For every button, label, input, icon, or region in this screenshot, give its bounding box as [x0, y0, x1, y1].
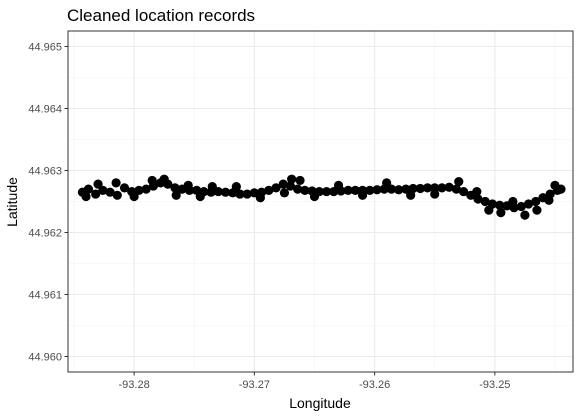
- data-point: [255, 193, 265, 203]
- x-tick-label: -93.27: [239, 379, 270, 391]
- data-point: [220, 187, 231, 197]
- data-point: [285, 181, 296, 191]
- data-point: [508, 196, 518, 207]
- data-point: [394, 185, 404, 195]
- data-point: [422, 183, 433, 193]
- data-point: [264, 185, 274, 195]
- data-point: [279, 188, 290, 198]
- data-point: [207, 182, 217, 192]
- data-point: [293, 184, 303, 194]
- data-point: [451, 184, 461, 194]
- data-point: [523, 199, 534, 209]
- x-axis-ticks: -93.28 -93.27 -93.26 -93.25: [119, 372, 510, 391]
- data-point: [520, 210, 530, 220]
- data-point: [343, 185, 353, 195]
- data-point: [516, 201, 526, 212]
- data-point: [321, 186, 332, 197]
- data-point: [382, 178, 392, 188]
- data-point: [98, 185, 108, 195]
- data-point: [287, 174, 297, 184]
- data-point: [333, 180, 344, 190]
- data-point: [300, 185, 310, 195]
- data-point: [119, 183, 130, 193]
- data-point: [231, 182, 241, 192]
- data-point: [83, 184, 94, 194]
- y-tick-label: 44.964: [28, 104, 62, 116]
- y-tick-label: 44.962: [28, 228, 62, 240]
- data-point: [473, 194, 483, 204]
- data-point: [235, 189, 245, 199]
- plot-panel-border: [67, 30, 574, 373]
- data-point: [183, 180, 193, 190]
- chart-title: Cleaned location records: [67, 6, 255, 25]
- data-point: [81, 191, 91, 202]
- data-point: [147, 175, 157, 186]
- data-point: [93, 179, 103, 189]
- data-point: [271, 183, 281, 193]
- data-point: [357, 190, 368, 200]
- y-tick-label: 44.963: [28, 166, 62, 178]
- data-point: [454, 177, 464, 187]
- data-point: [329, 186, 339, 197]
- data-point: [242, 189, 252, 199]
- x-tick-label: -93.25: [479, 379, 510, 391]
- data-point: [406, 190, 416, 200]
- data-point: [544, 195, 554, 205]
- data-point: [480, 196, 490, 207]
- data-point: [415, 183, 425, 194]
- data-point: [532, 205, 542, 215]
- data-point: [278, 179, 288, 189]
- data-point: [295, 175, 305, 186]
- data-point: [495, 200, 505, 210]
- data-point: [111, 178, 121, 188]
- data-point: [159, 174, 169, 184]
- data-point: [458, 186, 469, 197]
- data-point: [170, 183, 180, 193]
- x-tick-label: -93.28: [119, 379, 150, 391]
- grid-lines: [68, 31, 573, 372]
- data-point: [430, 189, 440, 199]
- data-point: [437, 183, 447, 193]
- y-axis-title: Latitude: [4, 177, 20, 227]
- data-point: [105, 187, 115, 197]
- data-point: [129, 191, 139, 202]
- data-point: [309, 191, 320, 202]
- data-point: [91, 189, 101, 199]
- data-point: [386, 184, 397, 194]
- y-tick-label: 44.965: [28, 42, 62, 54]
- data-points: [77, 174, 566, 220]
- data-point: [444, 182, 454, 192]
- data-point: [484, 205, 494, 215]
- data-point: [134, 185, 144, 195]
- data-point: [401, 184, 411, 194]
- y-axis-ticks: 44.960 44.961 44.962 44.963 44.964 44.965: [28, 42, 68, 364]
- data-point: [112, 190, 122, 200]
- x-tick-label: -93.26: [359, 379, 390, 391]
- data-point: [171, 190, 181, 200]
- data-point: [195, 191, 205, 202]
- data-point: [472, 186, 482, 197]
- data-point: [372, 185, 382, 195]
- y-tick-label: 44.960: [28, 352, 62, 364]
- data-point: [350, 185, 360, 195]
- data-point: [496, 208, 506, 218]
- x-axis-title: Longitude: [289, 395, 351, 411]
- data-point: [141, 184, 151, 194]
- data-point: [550, 180, 560, 190]
- data-point: [365, 185, 375, 195]
- y-tick-label: 44.961: [28, 290, 62, 302]
- data-point: [531, 196, 541, 207]
